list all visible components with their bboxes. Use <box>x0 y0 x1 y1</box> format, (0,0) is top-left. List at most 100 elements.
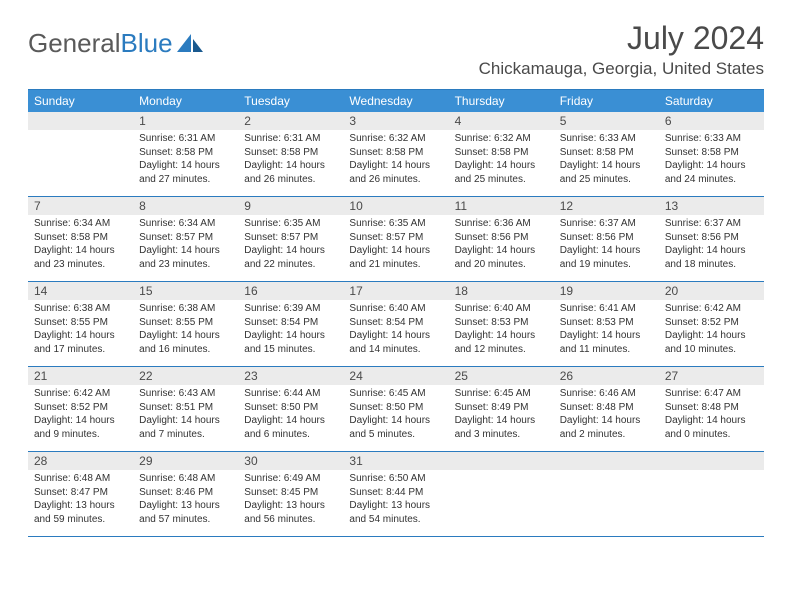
day-number: 26 <box>554 367 659 385</box>
day-number: 17 <box>343 282 448 300</box>
day-line: Sunset: 8:52 PM <box>34 401 127 415</box>
day-line: Sunset: 8:46 PM <box>139 486 232 500</box>
day-line: Daylight: 14 hours and 9 minutes. <box>34 414 127 441</box>
day-line: Sunrise: 6:42 AM <box>665 302 758 316</box>
day-content: Sunrise: 6:33 AMSunset: 8:58 PMDaylight:… <box>554 130 659 190</box>
day-cell: 19Sunrise: 6:41 AMSunset: 8:53 PMDayligh… <box>554 282 659 366</box>
day-content: Sunrise: 6:33 AMSunset: 8:58 PMDaylight:… <box>659 130 764 190</box>
day-number: 18 <box>449 282 554 300</box>
day-number: 12 <box>554 197 659 215</box>
day-line: Sunset: 8:58 PM <box>34 231 127 245</box>
day-line: Sunset: 8:50 PM <box>349 401 442 415</box>
day-line: Daylight: 13 hours and 57 minutes. <box>139 499 232 526</box>
day-line: Daylight: 14 hours and 23 minutes. <box>34 244 127 271</box>
day-line: Daylight: 14 hours and 23 minutes. <box>139 244 232 271</box>
day-cell: 17Sunrise: 6:40 AMSunset: 8:54 PMDayligh… <box>343 282 448 366</box>
week-row: 7Sunrise: 6:34 AMSunset: 8:58 PMDaylight… <box>28 197 764 282</box>
day-line: Sunrise: 6:40 AM <box>455 302 548 316</box>
day-number: 31 <box>343 452 448 470</box>
day-header: Tuesday <box>238 90 343 112</box>
day-line: Sunset: 8:53 PM <box>455 316 548 330</box>
day-line: Sunrise: 6:34 AM <box>139 217 232 231</box>
day-line: Sunrise: 6:38 AM <box>139 302 232 316</box>
day-cell: 28Sunrise: 6:48 AMSunset: 8:47 PMDayligh… <box>28 452 133 536</box>
day-cell: 14Sunrise: 6:38 AMSunset: 8:55 PMDayligh… <box>28 282 133 366</box>
day-header: Monday <box>133 90 238 112</box>
day-cell: 20Sunrise: 6:42 AMSunset: 8:52 PMDayligh… <box>659 282 764 366</box>
day-header-row: SundayMondayTuesdayWednesdayThursdayFrid… <box>28 90 764 112</box>
day-line: Sunset: 8:53 PM <box>560 316 653 330</box>
day-cell: 29 Sunrise: 6:48 AMSunset: 8:46 PMDayligh… <box>133 452 238 536</box>
day-line: Daylight: 14 hours and 5 minutes. <box>349 414 442 441</box>
week-row: 21Sunrise: 6:42 AMSunset: 8:52 PMDayligh… <box>28 367 764 452</box>
location: Chickamauga, Georgia, United States <box>479 59 764 79</box>
week-row: 1Sunrise: 6:31 AMSunset: 8:58 PMDaylight… <box>28 112 764 197</box>
logo: GeneralBlue <box>28 20 205 59</box>
day-number: 29 <box>133 452 238 470</box>
logo-text-general: General <box>28 28 121 59</box>
day-line: Sunrise: 6:35 AM <box>244 217 337 231</box>
day-cell: 8Sunrise: 6:34 AMSunset: 8:57 PMDaylight… <box>133 197 238 281</box>
day-line: Daylight: 14 hours and 19 minutes. <box>560 244 653 271</box>
day-cell: 30Sunrise: 6:49 AMSunset: 8:45 PMDayligh… <box>238 452 343 536</box>
day-line: Daylight: 14 hours and 22 minutes. <box>244 244 337 271</box>
day-line: Sunrise: 6:48 AM <box>139 472 232 486</box>
day-content: Sunrise: 6:47 AMSunset: 8:48 PMDaylight:… <box>659 385 764 445</box>
day-cell: 7Sunrise: 6:34 AMSunset: 8:58 PMDaylight… <box>28 197 133 281</box>
day-line: Sunset: 8:44 PM <box>349 486 442 500</box>
day-content: Sunrise: 6:37 AMSunset: 8:56 PMDaylight:… <box>659 215 764 275</box>
day-header: Sunday <box>28 90 133 112</box>
day-number: 27 <box>659 367 764 385</box>
day-content: Sunrise: 6:42 AMSunset: 8:52 PMDaylight:… <box>659 300 764 360</box>
day-line: Daylight: 14 hours and 25 minutes. <box>455 159 548 186</box>
day-content: Sunrise: 6:35 AMSunset: 8:57 PMDaylight:… <box>343 215 448 275</box>
day-content: Sunrise: 6:32 AMSunset: 8:58 PMDaylight:… <box>449 130 554 190</box>
day-content: Sunrise: 6:36 AMSunset: 8:56 PMDaylight:… <box>449 215 554 275</box>
day-number: 7 <box>28 197 133 215</box>
day-line: Daylight: 14 hours and 11 minutes. <box>560 329 653 356</box>
day-line: Sunset: 8:52 PM <box>665 316 758 330</box>
day-number: 22 <box>133 367 238 385</box>
day-number: 3 <box>343 112 448 130</box>
calendar: SundayMondayTuesdayWednesdayThursdayFrid… <box>28 89 764 537</box>
day-line: Sunrise: 6:46 AM <box>560 387 653 401</box>
day-line: Sunrise: 6:48 AM <box>34 472 127 486</box>
day-number: 21 <box>28 367 133 385</box>
day-content: Sunrise: 6:34 AMSunset: 8:57 PMDaylight:… <box>133 215 238 275</box>
day-line: Sunset: 8:58 PM <box>349 146 442 160</box>
day-number: 9 <box>238 197 343 215</box>
day-number: 4 <box>449 112 554 130</box>
day-line: Daylight: 14 hours and 17 minutes. <box>34 329 127 356</box>
day-line: Daylight: 14 hours and 10 minutes. <box>665 329 758 356</box>
logo-text-blue: Blue <box>121 28 173 59</box>
day-number <box>554 452 659 470</box>
day-number: 30 <box>238 452 343 470</box>
day-content: Sunrise: 6:48 AMSunset: 8:47 PMDaylight:… <box>28 470 133 530</box>
day-line: Sunset: 8:47 PM <box>34 486 127 500</box>
day-cell: 11Sunrise: 6:36 AMSunset: 8:56 PMDayligh… <box>449 197 554 281</box>
day-line: Sunrise: 6:45 AM <box>349 387 442 401</box>
day-content: Sunrise: 6:40 AMSunset: 8:54 PMDaylight:… <box>343 300 448 360</box>
day-content: Sunrise: 6:35 AMSunset: 8:57 PMDaylight:… <box>238 215 343 275</box>
day-number: 23 <box>238 367 343 385</box>
day-line: Daylight: 14 hours and 18 minutes. <box>665 244 758 271</box>
day-number: 28 <box>28 452 133 470</box>
day-number <box>28 112 133 130</box>
day-cell: 12Sunrise: 6:37 AMSunset: 8:56 PMDayligh… <box>554 197 659 281</box>
day-line: Sunrise: 6:45 AM <box>455 387 548 401</box>
day-line: Daylight: 14 hours and 3 minutes. <box>455 414 548 441</box>
day-line: Sunrise: 6:49 AM <box>244 472 337 486</box>
day-line: Sunrise: 6:31 AM <box>244 132 337 146</box>
day-line: Sunrise: 6:35 AM <box>349 217 442 231</box>
day-line: Sunrise: 6:33 AM <box>560 132 653 146</box>
day-line: Daylight: 14 hours and 12 minutes. <box>455 329 548 356</box>
day-line: Sunset: 8:48 PM <box>665 401 758 415</box>
day-number: 13 <box>659 197 764 215</box>
day-line: Sunrise: 6:37 AM <box>665 217 758 231</box>
day-line: Daylight: 14 hours and 27 minutes. <box>139 159 232 186</box>
day-number: 2 <box>238 112 343 130</box>
day-number <box>659 452 764 470</box>
day-line: Daylight: 14 hours and 15 minutes. <box>244 329 337 356</box>
day-cell: 6Sunrise: 6:33 AMSunset: 8:58 PMDaylight… <box>659 112 764 196</box>
day-cell: 18 Sunrise: 6:40 AMSunset: 8:53 PMDayligh… <box>449 282 554 366</box>
